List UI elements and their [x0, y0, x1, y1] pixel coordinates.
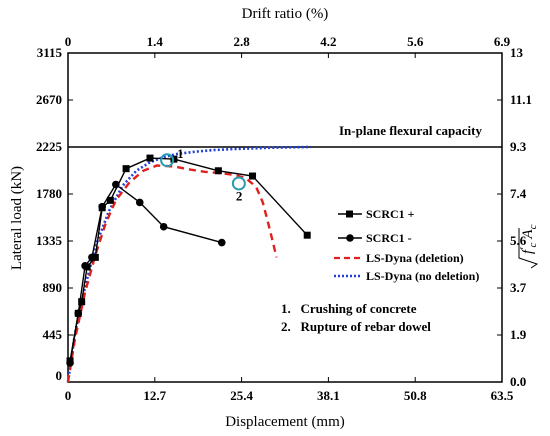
legend-item-lsdyna-deletion: LS-Dyna (deletion) [334, 251, 464, 265]
data-point [88, 253, 96, 262]
x2-tick-label: 0 [65, 34, 72, 49]
note-2: 2. Rupture of rebar dowel [281, 319, 431, 334]
y2-tick-label: 3.7 [510, 280, 527, 295]
x2-tick-label: 1.4 [147, 34, 164, 49]
data-point [146, 154, 154, 162]
data-point [135, 198, 144, 207]
data-point [214, 167, 222, 175]
series-scrc1 [66, 154, 311, 365]
y2-part-prime: ' [518, 247, 530, 250]
annotation-layer: 12 [160, 146, 246, 203]
legend-item-lsdyna-no-deletion: LS-Dyna (no deletion) [334, 269, 479, 283]
y-tick-label: 445 [43, 327, 63, 342]
data-point [106, 196, 114, 204]
y-tick-label: 0 [56, 368, 63, 383]
x-tick-label: 50.8 [404, 388, 427, 403]
svg-text:f'cAc: f'cAc [518, 224, 539, 254]
data-point [74, 309, 83, 318]
y-tick-label: 2670 [36, 92, 62, 107]
series-line [69, 183, 222, 364]
x-tick-label: 38.1 [317, 388, 340, 403]
y2-part-c: c [527, 242, 539, 247]
series-line [66, 145, 311, 383]
data-point [217, 238, 226, 247]
annotation-circle [231, 176, 246, 191]
data-point [159, 222, 168, 231]
legend-label: SCRC1 - [366, 231, 412, 245]
y2-part-f: f [520, 248, 536, 254]
data-point [66, 359, 74, 367]
data-point [98, 202, 106, 211]
y2-tick-label: 7.4 [510, 186, 527, 201]
sqrt-symbol [518, 228, 539, 269]
legend-label: LS-Dyna (no deletion) [366, 269, 479, 283]
annotation-label: 2 [236, 188, 243, 203]
y2-tick-label: 11.1 [510, 92, 532, 107]
x2-tick-label: 5.6 [407, 34, 424, 49]
data-point [122, 165, 130, 173]
legend: SCRC1 + SCRC1 - LS-Dyna (deletion) LS-Dy… [334, 207, 479, 283]
y-axis-title: Lateral load (kN) [9, 166, 25, 270]
y2-tick-label: 0.0 [510, 374, 526, 389]
legend-label: LS-Dyna (deletion) [366, 251, 464, 265]
y2-tick-label: 9.3 [510, 139, 527, 154]
x2-tick-label: 6.9 [494, 34, 511, 49]
data-point [78, 298, 86, 306]
series-layer [66, 145, 311, 383]
y2-tick-label: 13 [510, 45, 524, 60]
series-line [66, 164, 278, 383]
data-point [249, 172, 257, 180]
x2-tick-label: 4.2 [320, 34, 336, 49]
y2-tick-label: 1.9 [510, 327, 527, 342]
y-tick-label: 2225 [36, 139, 63, 154]
annotation-circle [160, 153, 175, 168]
x-tick-label: 25.4 [230, 388, 253, 403]
note-1: 1. Crushing of concrete [281, 301, 417, 316]
data-point [81, 262, 89, 270]
flexural-capacity-label: In-plane flexural capacity [339, 123, 482, 138]
y-tick-label: 890 [43, 280, 63, 295]
x-tick-label: 12.7 [143, 388, 166, 403]
x-tick-label: 0 [65, 388, 72, 403]
legend-label: SCRC1 + [366, 207, 415, 221]
series-ls-dyna-no-deletion [66, 145, 311, 383]
series-scrc1 [66, 180, 226, 367]
plot-frame [67, 52, 503, 383]
reference-line-layer: In-plane flexural capacity [68, 123, 502, 148]
y-tick-label: 3115 [37, 45, 63, 60]
y-tick-label: 1780 [36, 186, 62, 201]
series-ls-dyna-deletion [66, 164, 278, 383]
series-line [69, 157, 308, 362]
y2-part-a: A [520, 229, 536, 240]
x-axis-title: Displacement (mm) [225, 414, 345, 430]
data-point [303, 231, 311, 239]
x-tick-label: 63.5 [491, 388, 514, 403]
data-point [112, 180, 120, 189]
legend-item-scrc1-minus: SCRC1 - [338, 231, 412, 245]
y2-axis-title: f'cAc [518, 224, 539, 269]
y2-tick-label: 5.6 [510, 233, 527, 248]
y2-part-c2: c [527, 224, 539, 229]
annotation-label: 1 [177, 146, 184, 161]
x2-tick-label: 2.8 [233, 34, 250, 49]
y-tick-label: 1335 [36, 233, 63, 248]
x2-axis-title: Drift ratio (%) [242, 6, 329, 22]
legend-item-scrc1-plus: SCRC1 + [338, 207, 415, 221]
